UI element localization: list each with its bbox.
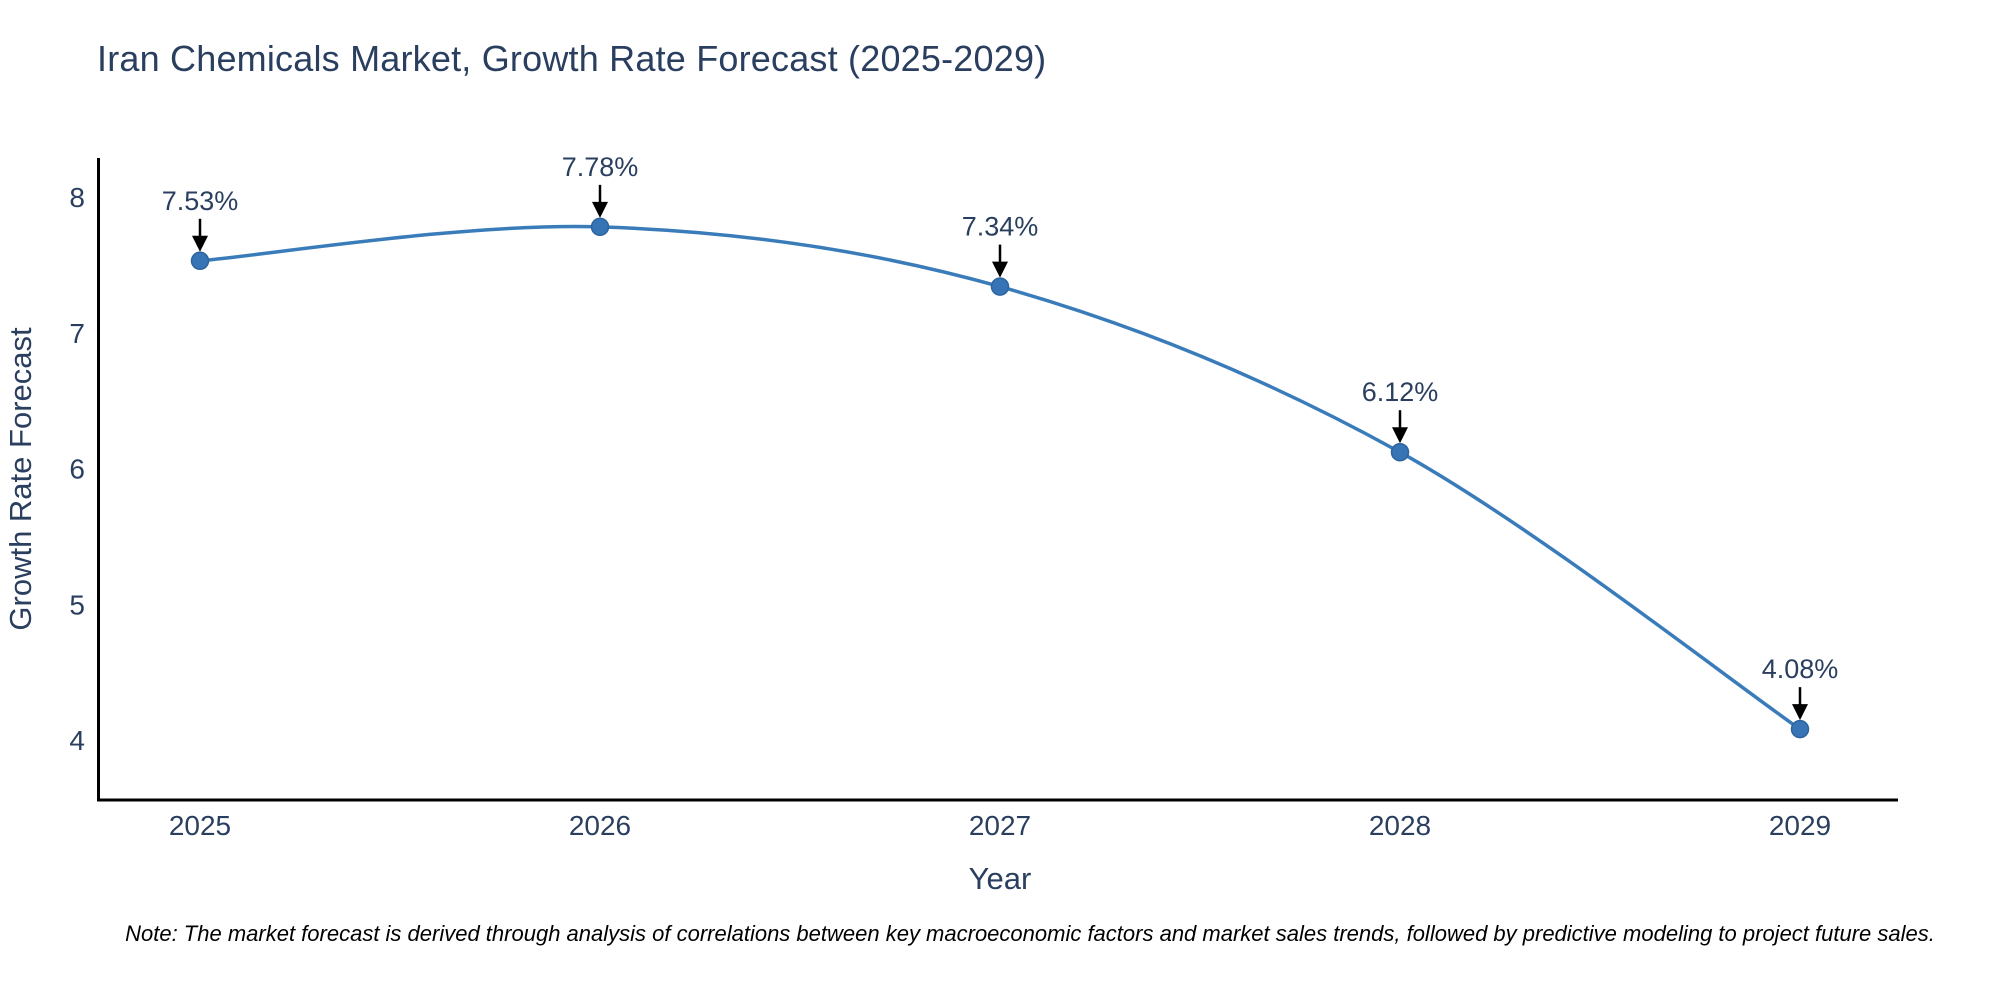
data-point-marker[interactable]	[1390, 442, 1410, 462]
x-tick-label: 2029	[1769, 810, 1831, 841]
y-tick-label: 4	[69, 725, 85, 756]
annotation-arrowhead	[992, 261, 1008, 278]
y-tick-label: 7	[69, 318, 85, 349]
annotation-arrowhead	[192, 235, 208, 252]
annotation-label: 7.78%	[562, 152, 639, 182]
x-tick-label: 2026	[569, 810, 631, 841]
line-series-path	[198, 224, 1802, 731]
data-point-marker[interactable]	[1790, 719, 1810, 739]
data-point-marker[interactable]	[190, 251, 210, 271]
data-point-marker[interactable]	[990, 277, 1010, 296]
footnote: Note: The market forecast is derived thr…	[125, 921, 1935, 946]
y-axis-title: Growth Rate Forecast	[3, 327, 38, 631]
annotation-arrowhead	[592, 201, 608, 218]
data-point-marker[interactable]	[590, 217, 610, 237]
y-tick-label: 8	[69, 182, 85, 213]
y-tick-label: 5	[69, 589, 85, 620]
x-tick-label: 2028	[1369, 810, 1431, 841]
x-tick-label: 2025	[169, 810, 231, 841]
x-axis-title: Year	[969, 861, 1032, 896]
annotation-label: 7.34%	[962, 212, 1039, 242]
x-tick-label: 2027	[969, 810, 1031, 841]
annotation-label: 6.12%	[1362, 377, 1439, 407]
chart-title: Iran Chemicals Market, Growth Rate Forec…	[97, 38, 1047, 79]
annotation-label: 4.08%	[1762, 654, 1839, 684]
annotation-arrowhead	[1792, 704, 1808, 721]
y-tick-label: 6	[69, 454, 85, 485]
annotation-label: 7.53%	[162, 186, 239, 216]
annotation-arrowhead	[1392, 427, 1408, 444]
